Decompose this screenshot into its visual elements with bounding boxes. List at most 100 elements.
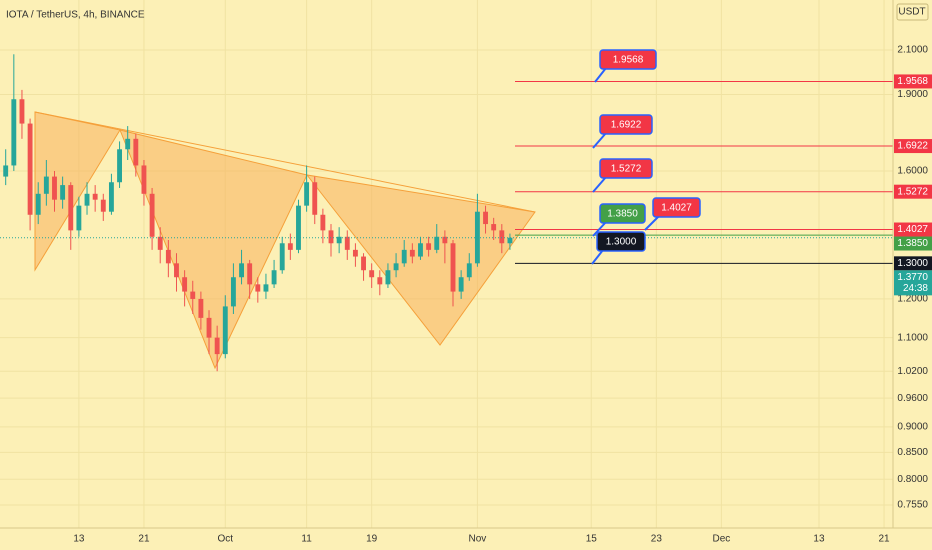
callout-pointer: [592, 221, 607, 237]
candle-body: [141, 165, 147, 194]
candle-body: [239, 263, 244, 278]
candle-body: [230, 277, 236, 307]
candle-body: [198, 298, 204, 318]
callout-label: 1.3850: [607, 209, 638, 220]
callout-pointer: [591, 249, 604, 265]
x-tick-label: 13: [813, 534, 825, 545]
currency-box: [896, 3, 929, 21]
callout-label: 1.6922: [611, 120, 642, 131]
candle-body: [11, 99, 17, 166]
last-price-label: 1.3770: [897, 272, 928, 283]
candle-body: [458, 277, 464, 292]
candle-body: [352, 249, 358, 257]
callout-pointer: [592, 132, 607, 149]
candle-body: [68, 185, 74, 231]
x-tick-label: 21: [138, 534, 150, 545]
level-axis-tag: [894, 139, 932, 154]
candle-body: [174, 263, 179, 278]
x-tick-label: Dec: [712, 534, 730, 545]
callout-label: 1.9568: [613, 55, 644, 66]
candle-body: [312, 182, 318, 215]
neckline: [34, 111, 536, 213]
callout-box: [599, 49, 657, 70]
y-tick-label: 1.1000: [897, 332, 928, 343]
candle-body: [499, 230, 505, 244]
callout-pointer: [592, 176, 607, 193]
y-tick-label: 2.1000: [897, 45, 928, 56]
callout-box: [652, 197, 701, 218]
x-tick-label: Oct: [218, 534, 234, 545]
y-tick-label: 1.0200: [897, 366, 928, 377]
candle-body: [385, 270, 391, 285]
x-tick-label: 21: [878, 534, 890, 545]
callout-box: [599, 203, 646, 224]
candle-body: [133, 138, 139, 166]
candle-body: [35, 193, 41, 215]
candle-body: [304, 182, 310, 206]
candle-body: [328, 230, 334, 244]
callout-pointer: [594, 67, 607, 83]
candle-body: [344, 236, 350, 250]
candle-body: [206, 317, 212, 338]
level-axis-tag: [894, 222, 932, 237]
candle-body: [507, 237, 513, 244]
candle-body: [418, 243, 423, 257]
candle-body: [100, 199, 106, 212]
candle-body: [442, 236, 448, 244]
callout-box: [599, 114, 653, 135]
x-tick-label: 19: [366, 534, 378, 545]
x-tick-label: 15: [586, 534, 598, 545]
candle-body: [393, 263, 399, 271]
x-tick-label: 23: [651, 534, 663, 545]
candle-body: [84, 193, 90, 206]
candle-body: [92, 193, 98, 200]
candle-body: [434, 236, 440, 250]
x-tick-label: 13: [73, 534, 85, 545]
candle-body: [3, 165, 9, 177]
y-tick-label: 0.9000: [897, 422, 928, 433]
candle-body: [255, 284, 261, 292]
candle-body: [76, 205, 82, 231]
level-axis-label: 1.6922: [897, 141, 928, 152]
y-tick-label: 1.6000: [897, 166, 928, 177]
candle-body: [214, 337, 220, 355]
candle-body: [483, 211, 488, 225]
candle-body: [222, 306, 228, 355]
candle-body: [361, 256, 366, 271]
level-axis-label: 1.5272: [897, 186, 928, 197]
candle-body: [60, 185, 66, 200]
pattern-head: [119, 129, 308, 370]
candle-body: [296, 205, 301, 250]
callout-label: 1.5272: [611, 164, 642, 175]
candle-body: [149, 193, 155, 237]
level-axis-tag: [894, 74, 932, 89]
candle-body: [117, 149, 122, 183]
chart-title: IOTA / TetherUS, 4h, BINANCE: [6, 10, 145, 21]
callout-box: [599, 158, 653, 179]
countdown: 24:38: [903, 283, 928, 294]
candle-body: [336, 236, 342, 244]
candle-body: [52, 176, 57, 200]
candle-body: [409, 249, 415, 257]
axis-labels: 2.1000 1.9000 1.6000 1.2000 1.1000 1.0200 0.96…: [73, 45, 932, 545]
y-tick-label: 1.9000: [897, 89, 928, 100]
candle-body: [43, 176, 49, 194]
callout-label: 1.3000: [606, 237, 637, 248]
candle-body: [426, 243, 432, 250]
callout-label: 1.4027: [661, 203, 692, 214]
candle-body: [182, 277, 188, 292]
candle-body: [287, 243, 293, 250]
candle-body: [19, 99, 25, 124]
candle-body: [108, 182, 114, 212]
level-axis-tag: [894, 184, 932, 199]
candle-body: [165, 249, 171, 264]
candle-body: [491, 224, 497, 231]
candle-body: [27, 123, 33, 215]
candle-body: [263, 284, 269, 292]
y-tick-label: 1.2000: [897, 294, 928, 305]
levels: 1.9568 1.6922 1.5272 1.4027 1.3850 1.3000: [0, 49, 893, 265]
candle-body: [157, 236, 163, 250]
x-tick-label: 11: [301, 534, 312, 545]
candle-body: [466, 263, 472, 278]
callout-pointer: [644, 215, 660, 231]
